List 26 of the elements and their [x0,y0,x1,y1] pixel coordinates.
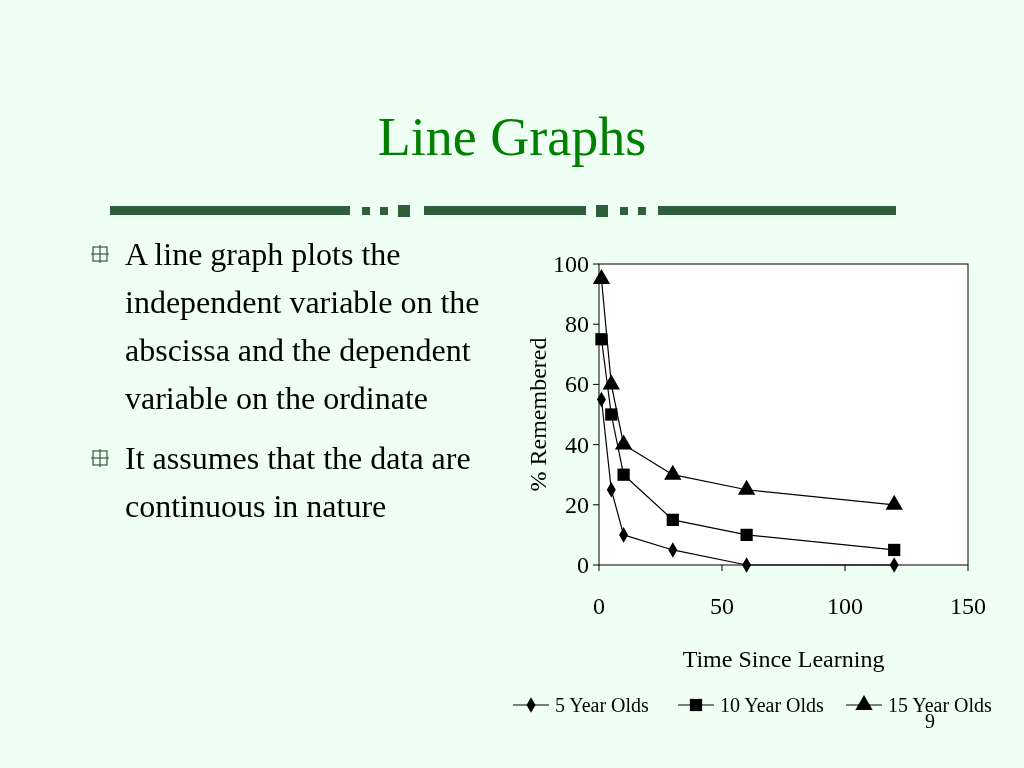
point [617,468,630,481]
chart-title: Line Graphs [377,107,647,167]
y-tick-label: 80 [565,311,589,338]
x-tick-label: 0 [593,593,605,619]
y-tick-label: 100 [553,251,589,277]
text: It assumes that the data are continuous in nature [125,440,471,524]
x-tick-label: 100 [827,593,863,619]
point [595,333,608,346]
x-tick-label: 150 [950,593,986,619]
legend-label: 10 Year Olds [720,694,825,716]
point [888,543,901,557]
point [614,434,633,450]
point [666,513,679,526]
legend-label: 5 Year Olds [555,694,650,716]
y-tick-label: 60 [565,371,589,398]
point [592,269,611,285]
text: A line graph plots the independent variable on the abscissa and the dependent variable on the ordinate [125,236,480,416]
point [740,528,753,542]
point [602,374,620,390]
y-axis-title: % Remembered [525,337,551,492]
y-tick-label: 0 [577,552,589,578]
x-tick-label: 50 [710,593,734,619]
point [605,408,618,421]
y-tick-label: 20 [565,491,589,518]
y-tick-label: 40 [565,431,589,458]
x-axis-title: Time Since Learning [682,646,885,672]
